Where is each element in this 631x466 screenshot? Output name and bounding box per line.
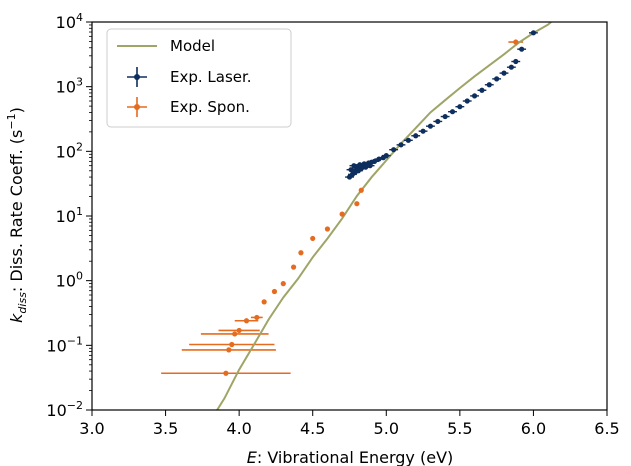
- legend: Model Exp. Laser. Exp. Spon.: [106, 28, 292, 128]
- x-axis-label-variable: E: [247, 448, 258, 466]
- spon-point: [358, 187, 364, 193]
- x-tick-label: 4.5: [300, 419, 325, 438]
- y-tick-label: 102: [56, 140, 83, 161]
- laser-point: [449, 109, 456, 115]
- x-tick-label: 3.5: [153, 419, 178, 438]
- legend-laser-dot: [134, 74, 140, 80]
- x-axis-label-text: : Vibrational Energy (eV): [257, 448, 453, 466]
- spon-point: [261, 299, 267, 305]
- x-axis-ticks: 3.0 3.5 4.0 4.5 5.0 5.5 6.0 6.5: [79, 410, 620, 438]
- y-tick-label: 10−1: [46, 334, 83, 355]
- laser-point: [471, 93, 478, 99]
- x-tick-label: 5.0: [374, 419, 399, 438]
- x-tick-label: 4.0: [226, 419, 251, 438]
- spon-point: [226, 347, 232, 353]
- spon-point: [232, 331, 238, 337]
- y-axis-label-variable: k: [7, 313, 26, 323]
- spon-point: [513, 39, 519, 45]
- laser-point: [405, 137, 411, 143]
- spon-point: [310, 235, 316, 242]
- spon-point: [354, 201, 360, 207]
- legend-laser-marker: [127, 67, 147, 87]
- laser-point: [464, 98, 470, 104]
- laser-point: [486, 82, 492, 88]
- laser-point: [391, 147, 397, 153]
- spon-point: [298, 250, 304, 256]
- y-axis-label-subscript: diss: [16, 292, 29, 314]
- laser-point: [435, 118, 441, 125]
- legend-laser-label: Exp. Laser.: [170, 68, 252, 86]
- spon-point: [229, 341, 235, 348]
- laser-point: [501, 70, 507, 76]
- spon-point: [236, 327, 242, 334]
- x-tick-label: 5.5: [447, 419, 472, 438]
- laser-point: [383, 152, 389, 159]
- x-tick-label: 6.5: [594, 419, 619, 438]
- y-axis-ticks: 104 103 102 101 100 10−1 10−2: [46, 11, 92, 420]
- spon-point: [290, 264, 297, 270]
- spon-point: [271, 288, 278, 295]
- spon-point: [324, 226, 331, 232]
- spon-point: [280, 281, 286, 287]
- laser-point: [479, 87, 485, 93]
- legend-spon-marker: [127, 97, 147, 117]
- laser-point: [427, 123, 434, 129]
- y-axis-label-close: ): [7, 107, 26, 113]
- laser-point: [420, 128, 426, 134]
- spon-point: [339, 211, 345, 217]
- x-axis-label: E: Vibrational Energy (eV): [247, 448, 454, 466]
- laser-point: [457, 104, 463, 110]
- y-axis-label-superscript: −1: [5, 113, 18, 129]
- laser-point: [413, 133, 419, 139]
- x-tick-label: 6.0: [521, 419, 546, 438]
- laser-point: [494, 76, 500, 82]
- laser-point: [398, 142, 404, 148]
- laser-point: [371, 158, 378, 164]
- y-axis-label-text: : Diss. Rate Coeff. (s: [7, 130, 26, 292]
- legend-model-label: Model: [170, 37, 215, 55]
- spon-point: [254, 314, 260, 321]
- laser-point: [513, 58, 519, 65]
- y-tick-label: 103: [56, 76, 83, 97]
- y-tick-label: 101: [56, 205, 83, 226]
- spon-point: [223, 370, 229, 376]
- x-tick-label: 3.0: [79, 419, 104, 438]
- laser-point: [348, 167, 354, 173]
- legend-spon-label: Exp. Spon.: [170, 98, 250, 116]
- laser-point: [442, 113, 448, 120]
- y-tick-label: 100: [56, 270, 83, 291]
- spon-point: [243, 318, 250, 324]
- legend-spon-dot: [134, 104, 140, 110]
- laser-point: [530, 30, 537, 36]
- laser-point: [519, 46, 525, 52]
- model-line: [216, 22, 552, 410]
- laser-point: [508, 64, 514, 70]
- plot-area: 3.0 3.5 4.0 4.5 5.0 5.5 6.0 6.5 104 103 102 101 100…: [46, 11, 619, 438]
- chart-marks: [161, 22, 552, 410]
- y-axis-label: kdiss: Diss. Rate Coeff. (s−1): [5, 107, 29, 323]
- y-tick-label: 104: [56, 11, 83, 32]
- y-tick-label: 10−2: [46, 399, 83, 420]
